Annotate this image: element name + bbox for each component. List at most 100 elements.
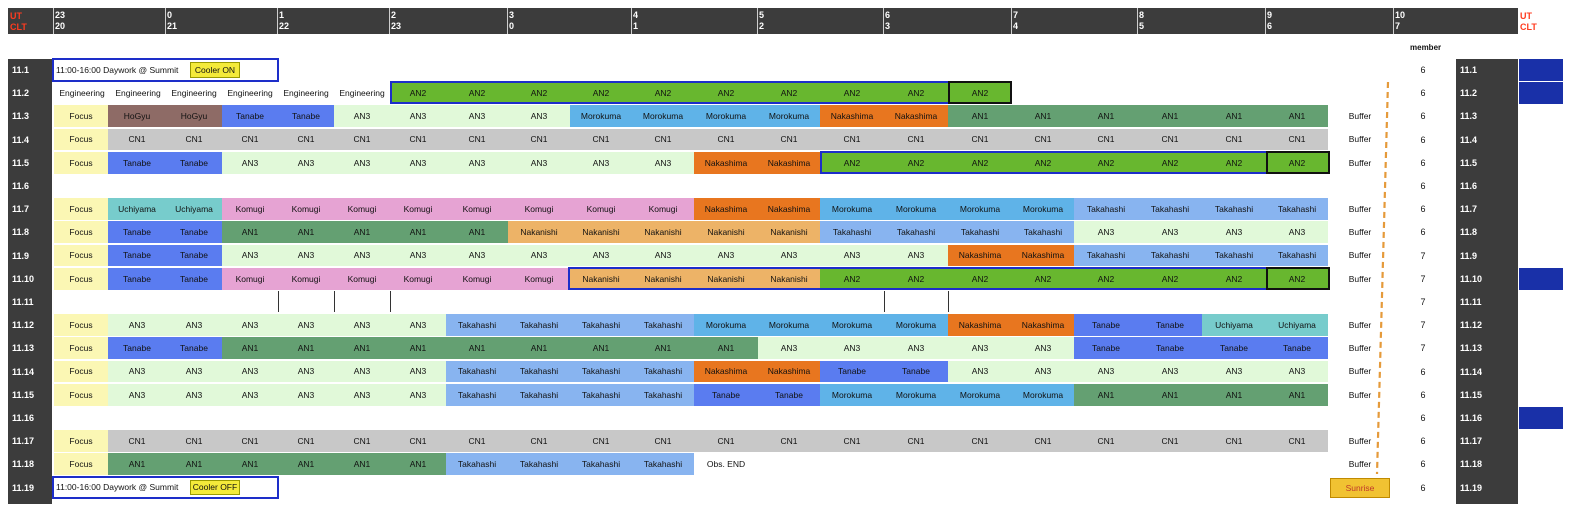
schedule-cell: Tanabe [1138,337,1202,360]
schedule-cell: Focus [54,267,108,290]
buffer-cell: Buffer [1348,227,1372,238]
header-tick-clt: 3 [885,21,891,31]
schedule-cell: Nakashima [948,314,1012,336]
header-clt-label-right: CLT [1520,22,1537,32]
daywork-note: 11:00-16:00 Daywork @ Summit [56,482,179,493]
row-date-left: 11.3 [12,111,30,122]
schedule-cell: Takahashi [570,360,632,383]
schedule-cell: Nakanishi [632,267,694,290]
schedule-cell: AN1 [1202,383,1266,406]
schedule-cell: Nakashima [758,151,820,174]
schedule-cell: Tanabe [1202,337,1266,360]
schedule-cell: AN2 [508,82,570,104]
row-date-left: 11.1 [12,65,30,75]
header-tick-line [1265,8,1266,34]
member-header: member [1410,43,1442,52]
schedule-cell: AN1 [222,453,278,476]
schedule-cell: CN1 [278,430,334,452]
schedule-cell: Komugi [222,267,278,290]
schedule-cell: Takahashi [446,453,508,476]
row-member-count: 7 [1420,343,1426,354]
schedule-cell: Morokuma [884,198,948,220]
schedule-cell: Nakanishi [570,267,632,290]
schedule-cell: AN3 [1012,360,1074,383]
schedule-cell: Tanabe [108,244,166,267]
schedule-cell: Morokuma [632,105,694,128]
schedule-cell: Nakashima [1012,244,1074,267]
row-date-left: 11.13 [12,343,35,354]
header-tick-ut: 8 [1139,10,1145,20]
schedule-cell: Komugi [508,267,570,290]
schedule-cell: Morokuma [1012,383,1074,406]
schedule-cell: CN1 [1074,128,1138,151]
row-date-left: 11.17 [12,436,35,447]
schedule-cell: CN1 [570,128,632,151]
schedule-cell: AN1 [632,337,694,360]
schedule-cell: CN1 [278,128,334,151]
an2-end-frame [948,81,1012,105]
schedule-cell: Nakanishi [758,221,820,244]
schedule-cell: AN3 [1138,360,1202,383]
schedule-cell: Focus [54,221,108,244]
header-tick-clt: 0 [509,21,515,31]
schedule-cell: Takahashi [632,453,694,476]
row-date-right: 11.16 [1460,413,1483,423]
schedule-cell: Takahashi [446,360,508,383]
header-tick-clt: 4 [1013,21,1019,31]
schedule-cell: AN2 [884,82,948,104]
schedule-cell: AN2 [820,82,884,104]
schedule-cell: AN2 [446,82,508,104]
row-date-right: 11.7 [1460,204,1478,215]
schedule-cell: Nakanishi [508,221,570,244]
schedule-cell: Komugi [390,198,446,220]
schedule-cell: CN1 [108,128,166,151]
schedule-cell: AN2 [884,151,948,174]
schedule-cell: CN1 [1266,128,1328,151]
row-member-count: 7 [1420,297,1426,307]
row-date-left: 11.16 [12,413,35,423]
schedule-cell: AN1 [570,337,632,360]
schedule-cell: AN3 [884,337,948,360]
sunrise-marker: Sunrise [1330,477,1390,499]
schedule-cell: Nakashima [694,151,758,174]
header-tick-line [1137,8,1138,34]
schedule-cell: AN1 [1074,105,1138,128]
right-marker [1519,407,1563,430]
header-ut-label-left: UT [10,11,22,21]
schedule-cell: Focus [54,314,108,336]
schedule-cell: AN3 [508,105,570,128]
row-date-right: 11.11 [1460,297,1482,307]
schedule-cell: AN1 [278,221,334,244]
buffer-cell: Buffer [1348,459,1372,470]
schedule-cell: AN1 [334,337,390,360]
schedule-cell: AN1 [108,453,166,476]
schedule-cell: CN1 [820,128,884,151]
header-tick-ut: 2 [391,10,397,20]
header-tick-clt: 22 [279,21,290,31]
schedule-cell: AN1 [694,337,758,360]
schedule-cell: AN1 [278,337,334,360]
schedule-cell: Takahashi [508,453,570,476]
buffer-cell: Buffer [1348,436,1372,447]
row-divider-tick [334,291,335,313]
schedule-cell: Takahashi [632,360,694,383]
schedule-cell: CN1 [446,430,508,452]
schedule-cell: CN1 [390,430,446,452]
left-date-band [8,59,52,504]
schedule-cell: Focus [54,337,108,360]
schedule-cell: AN2 [820,267,884,290]
schedule-cell: Tanabe [222,105,278,128]
schedule-cell: AN3 [1266,221,1328,244]
right-marker [1519,59,1563,82]
schedule-cell: AN2 [1074,151,1138,174]
schedule-cell: AN3 [446,105,508,128]
schedule-cell: AN1 [508,337,570,360]
row-member-count: 6 [1420,436,1426,447]
an2-end-frame [1266,150,1330,174]
row-date-right: 11.3 [1460,111,1478,122]
schedule-cell: AN1 [948,105,1012,128]
row-date-right: 11.12 [1460,320,1483,331]
header-tick-line [277,8,278,34]
header-ut-label-right: UT [1520,11,1532,21]
